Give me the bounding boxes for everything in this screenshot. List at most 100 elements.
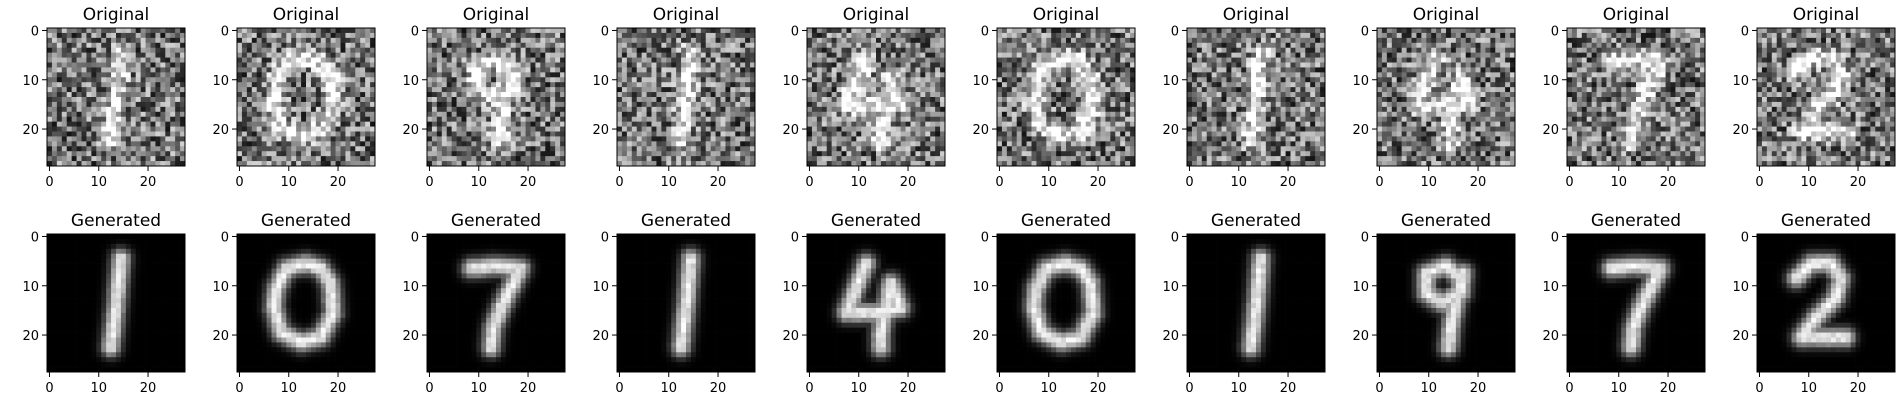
y-tick-label: 0 xyxy=(601,230,609,245)
panel-title: Original xyxy=(1793,5,1860,25)
x-tick-label: 0 xyxy=(1185,175,1193,190)
y-tick-label: 20 xyxy=(1542,123,1559,138)
axes-frame xyxy=(236,27,376,167)
generated-panel: Generated 0 0 10 10 20 20 xyxy=(972,211,1136,396)
y-tick-label: 10 xyxy=(22,280,39,295)
y-tick-label: 20 xyxy=(1732,123,1749,138)
digit-image xyxy=(427,28,566,167)
x-tick-label: 20 xyxy=(900,381,917,396)
digit-image xyxy=(1377,234,1516,373)
y-tick-label: 10 xyxy=(1352,74,1369,89)
x-tick-label: 10 xyxy=(660,175,677,190)
panel-title: Original xyxy=(1603,5,1670,25)
panel-title: Original xyxy=(1223,5,1290,25)
axes-frame xyxy=(236,233,376,373)
y-tick-label: 0 xyxy=(1741,230,1749,245)
x-tick-label: 10 xyxy=(1230,175,1247,190)
panel-title: Generated xyxy=(71,211,161,231)
x-tick-label: 0 xyxy=(1185,381,1193,396)
x-tick-label: 10 xyxy=(1610,175,1627,190)
panel-title: Original xyxy=(273,5,340,25)
y-tick-label: 0 xyxy=(1741,24,1749,39)
generated-panel: Generated 0 0 10 10 20 20 xyxy=(1162,211,1326,396)
generated-panel: Generated 0 0 10 10 20 20 xyxy=(1732,211,1896,396)
digit-image xyxy=(47,28,186,167)
y-tick-label: 10 xyxy=(22,74,39,89)
y-tick-label: 0 xyxy=(1551,24,1559,39)
original-panel: Original 0 0 10 10 20 20 xyxy=(592,5,756,190)
axes-frame xyxy=(1186,233,1326,373)
x-tick-label: 10 xyxy=(850,381,867,396)
y-tick-label: 0 xyxy=(1361,230,1369,245)
original-panel: Original 0 0 10 10 20 20 xyxy=(1352,5,1516,190)
y-tick-label: 20 xyxy=(592,329,609,344)
axes-frame xyxy=(426,233,566,373)
y-tick-label: 20 xyxy=(592,123,609,138)
x-tick-label: 20 xyxy=(520,381,537,396)
x-tick-label: 20 xyxy=(140,381,157,396)
x-tick-label: 10 xyxy=(90,381,107,396)
digit-image xyxy=(807,234,946,373)
original-panel: Original 0 0 10 10 20 20 xyxy=(402,5,566,190)
digit-image xyxy=(427,234,566,373)
panel-title: Original xyxy=(83,5,150,25)
y-tick-label: 10 xyxy=(1542,280,1559,295)
y-tick-label: 10 xyxy=(592,280,609,295)
x-tick-label: 0 xyxy=(235,175,243,190)
original-panel: Original 0 0 10 10 20 20 xyxy=(22,5,186,190)
x-tick-label: 20 xyxy=(900,175,917,190)
y-tick-label: 20 xyxy=(1732,329,1749,344)
x-tick-label: 20 xyxy=(1470,175,1487,190)
y-tick-label: 20 xyxy=(972,329,989,344)
panel-title: Original xyxy=(843,5,910,25)
x-tick-label: 10 xyxy=(1610,381,1627,396)
panel-title: Original xyxy=(1033,5,1100,25)
y-tick-label: 0 xyxy=(221,24,229,39)
x-tick-label: 0 xyxy=(1755,381,1763,396)
generated-panel: Generated 0 0 10 10 20 20 xyxy=(592,211,756,396)
x-tick-label: 0 xyxy=(1375,175,1383,190)
axes-frame xyxy=(1566,27,1706,167)
y-tick-label: 10 xyxy=(972,280,989,295)
y-tick-label: 0 xyxy=(791,230,799,245)
x-tick-label: 10 xyxy=(1040,381,1057,396)
y-tick-label: 20 xyxy=(972,123,989,138)
y-tick-label: 10 xyxy=(1162,74,1179,89)
x-tick-label: 0 xyxy=(995,381,1003,396)
x-tick-label: 0 xyxy=(805,381,813,396)
digit-image xyxy=(1187,28,1326,167)
y-tick-label: 0 xyxy=(981,24,989,39)
original-panel: Original 0 0 10 10 20 20 xyxy=(1162,5,1326,190)
digit-image xyxy=(1757,28,1896,167)
x-tick-label: 0 xyxy=(615,381,623,396)
original-panel: Original 0 0 10 10 20 20 xyxy=(1732,5,1896,190)
x-tick-label: 20 xyxy=(1850,381,1867,396)
generated-panel: Generated 0 0 10 10 20 20 xyxy=(782,211,946,396)
y-tick-label: 0 xyxy=(1361,24,1369,39)
axes-frame xyxy=(1756,233,1896,373)
y-tick-label: 20 xyxy=(1162,329,1179,344)
y-tick-label: 10 xyxy=(782,280,799,295)
x-tick-label: 10 xyxy=(850,175,867,190)
x-tick-label: 20 xyxy=(330,175,347,190)
digit-image xyxy=(617,28,756,167)
x-tick-label: 0 xyxy=(425,381,433,396)
y-tick-label: 10 xyxy=(1732,280,1749,295)
y-tick-label: 0 xyxy=(601,24,609,39)
x-tick-label: 20 xyxy=(1470,381,1487,396)
panel-title: Original xyxy=(653,5,720,25)
generated-panel: Generated 0 0 10 10 20 20 xyxy=(1542,211,1706,396)
y-tick-label: 0 xyxy=(981,230,989,245)
axes-frame xyxy=(426,27,566,167)
digit-image xyxy=(997,28,1136,167)
generated-panel: Generated 0 0 10 10 20 20 xyxy=(1352,211,1516,396)
x-tick-label: 10 xyxy=(1230,381,1247,396)
panel-title: Original xyxy=(463,5,530,25)
panel-title: Generated xyxy=(451,211,541,231)
original-panel: Original 0 0 10 10 20 20 xyxy=(782,5,946,190)
y-tick-label: 20 xyxy=(1352,123,1369,138)
x-tick-label: 20 xyxy=(1660,175,1677,190)
y-tick-label: 20 xyxy=(22,123,39,138)
original-panel: Original 0 0 10 10 20 20 xyxy=(212,5,376,190)
y-tick-label: 10 xyxy=(592,74,609,89)
